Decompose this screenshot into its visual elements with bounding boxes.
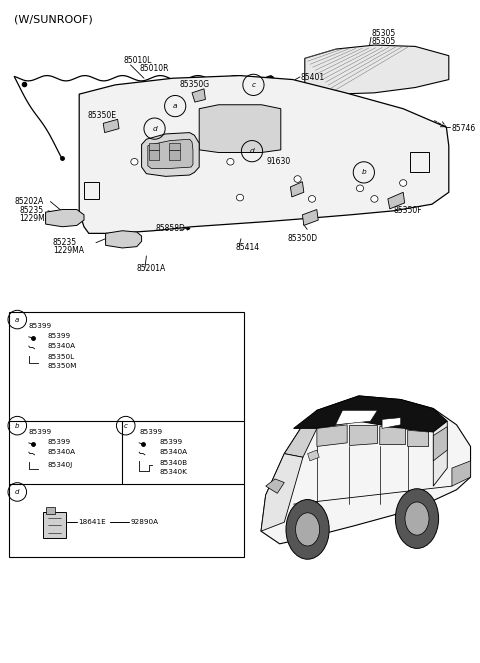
Circle shape <box>396 489 439 548</box>
Text: b: b <box>15 422 20 429</box>
Text: 85340A: 85340A <box>48 449 76 455</box>
Polygon shape <box>192 89 205 102</box>
Polygon shape <box>103 119 119 133</box>
Ellipse shape <box>308 196 316 202</box>
Text: 85010L: 85010L <box>124 56 152 66</box>
Bar <box>9 312 244 557</box>
Text: 85414: 85414 <box>235 243 259 253</box>
Polygon shape <box>106 231 142 248</box>
Ellipse shape <box>227 158 234 165</box>
Text: c: c <box>252 82 255 88</box>
Ellipse shape <box>131 158 138 165</box>
Text: 85858D: 85858D <box>156 224 186 233</box>
Bar <box>149 143 159 150</box>
Text: 85350E: 85350E <box>88 111 117 120</box>
Text: 85399: 85399 <box>139 429 162 436</box>
Text: 1229MA: 1229MA <box>19 214 50 223</box>
Text: 85350L: 85350L <box>48 354 75 361</box>
Polygon shape <box>305 45 449 94</box>
Bar <box>46 507 55 514</box>
Polygon shape <box>142 133 199 176</box>
Text: a: a <box>15 316 19 323</box>
Ellipse shape <box>399 180 407 186</box>
Polygon shape <box>290 182 304 197</box>
Text: d: d <box>250 148 254 154</box>
Text: 85340J: 85340J <box>48 462 73 469</box>
Polygon shape <box>266 479 284 493</box>
Text: 85350G: 85350G <box>180 80 210 90</box>
Text: 85340A: 85340A <box>159 449 188 455</box>
Bar <box>84 182 99 199</box>
Bar <box>149 150 159 160</box>
Bar <box>169 150 180 160</box>
Text: 85202A: 85202A <box>14 197 44 206</box>
Polygon shape <box>302 210 318 225</box>
Bar <box>169 143 180 150</box>
Text: 85201A: 85201A <box>137 264 166 273</box>
Text: 85235: 85235 <box>19 206 43 215</box>
Ellipse shape <box>236 194 244 201</box>
Polygon shape <box>261 453 303 531</box>
Text: 85350F: 85350F <box>394 206 422 215</box>
Polygon shape <box>380 426 405 445</box>
Polygon shape <box>261 396 470 544</box>
Text: 85399: 85399 <box>29 429 52 436</box>
Polygon shape <box>433 421 447 486</box>
Text: b: b <box>361 169 366 176</box>
Text: 85235: 85235 <box>53 238 77 247</box>
Polygon shape <box>433 426 447 461</box>
Circle shape <box>405 502 429 535</box>
Polygon shape <box>148 139 193 168</box>
Ellipse shape <box>294 176 301 182</box>
Text: 91630: 91630 <box>266 157 291 166</box>
Text: 85010R: 85010R <box>139 64 168 74</box>
Text: d: d <box>152 125 157 132</box>
Polygon shape <box>349 425 377 445</box>
Polygon shape <box>46 210 84 227</box>
Text: 85305: 85305 <box>372 37 396 46</box>
Text: 85350M: 85350M <box>48 363 77 369</box>
Text: c: c <box>124 422 128 429</box>
Polygon shape <box>317 425 347 446</box>
Ellipse shape <box>371 196 378 202</box>
Text: 18641E: 18641E <box>78 519 106 526</box>
Bar <box>43 512 66 538</box>
Polygon shape <box>284 428 317 457</box>
Text: 85399: 85399 <box>159 439 182 446</box>
Text: 92890A: 92890A <box>130 519 158 526</box>
Text: 85340K: 85340K <box>159 469 187 475</box>
Polygon shape <box>452 461 470 486</box>
Polygon shape <box>308 450 319 461</box>
Polygon shape <box>294 396 447 432</box>
Polygon shape <box>388 192 405 209</box>
Ellipse shape <box>356 185 364 192</box>
Circle shape <box>296 512 320 546</box>
Text: 85305: 85305 <box>372 29 396 38</box>
Text: 85340A: 85340A <box>48 343 76 349</box>
Text: 1229MA: 1229MA <box>53 246 84 255</box>
Text: 85399: 85399 <box>48 439 71 446</box>
Text: 85746: 85746 <box>451 124 476 133</box>
Text: 85399: 85399 <box>48 333 71 339</box>
Text: d: d <box>15 489 20 495</box>
Text: a: a <box>173 103 178 109</box>
Text: (W/SUNROOF): (W/SUNROOF) <box>14 15 93 25</box>
Text: 85340B: 85340B <box>159 459 188 466</box>
Text: 85350D: 85350D <box>288 234 318 243</box>
Polygon shape <box>79 76 449 233</box>
Text: 85401: 85401 <box>301 73 325 82</box>
Polygon shape <box>199 105 281 152</box>
Polygon shape <box>408 430 429 446</box>
Text: 85399: 85399 <box>29 323 52 330</box>
Circle shape <box>286 499 329 559</box>
Bar <box>410 152 429 172</box>
Polygon shape <box>336 410 377 425</box>
Polygon shape <box>382 418 401 428</box>
